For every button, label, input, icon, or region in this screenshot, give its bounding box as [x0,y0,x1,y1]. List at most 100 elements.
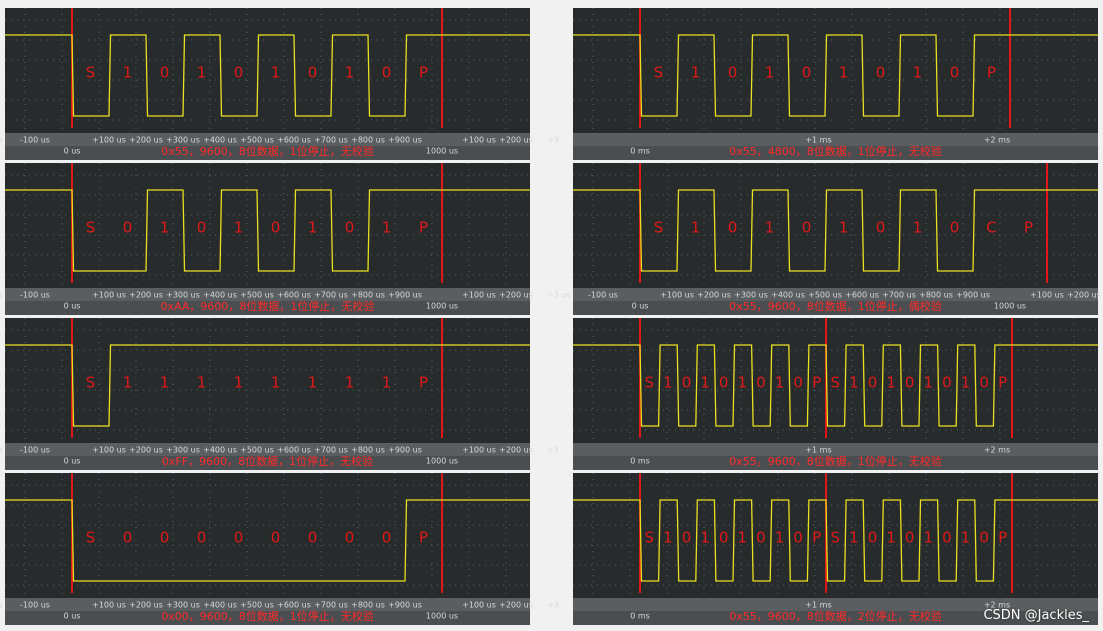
caption-strip [5,146,530,160]
axis-label: +1 ms [805,446,831,455]
axis-label: 1000 us [426,302,458,311]
scope-panel: S 1 0 1 0 1 0 1 0 P +1 ms +2 ms 0 ms 0x55，4800，8位数据，1… [573,8,1098,160]
axis-label: +3 [547,601,559,610]
scope-panel: S10101010Pus-100 us+100 us+200 us+300 us… [0,8,559,160]
axis-label: 1000 us [994,302,1026,311]
bit-label: 1 [775,374,785,392]
axis-label: +500 us [808,291,842,300]
axis-label: +200 us [697,291,731,300]
bit-label: 0 [719,374,729,392]
bit-label: 1 [700,374,710,392]
bit-label: 1 [849,529,859,547]
axis-label: +700 us [314,601,348,610]
waveform [573,344,1098,427]
bit-label: 0 [950,219,960,237]
bit-label: 1 [961,374,971,392]
axis-label: +200 us [1067,291,1101,300]
caption-strip [573,611,1098,625]
bit-label: 1 [308,219,318,237]
bit-label: 0 [123,219,133,237]
bit-label: 0 [905,529,915,547]
screen [5,163,530,288]
bit-label: 1 [345,64,355,82]
bit-label: 1 [160,374,170,392]
axis-label: +200 us [499,291,533,300]
bit-label: 0 [197,529,207,547]
axis-label: 1000 us [426,147,458,156]
bit-label: P [419,529,428,547]
bit-label: 0 [979,374,989,392]
bit-label: S [654,64,664,82]
axis-label: 0 us [632,302,649,311]
axis-label: +700 us [314,446,348,455]
axis-label: +400 us [203,601,237,610]
bit-label: P [998,374,1007,392]
axis-label: +200 us [129,136,163,145]
bit-label: 1 [700,529,710,547]
caption: 0x55，4800，8位数据，1位停止，无校验 [729,144,942,158]
caption-strip [5,611,530,625]
axis-label: +200 us [499,601,533,610]
bit-label: 0 [756,529,766,547]
scope-panel: S 1 0 1 0 1 0 1 0 P S 1 0 1 0 1 0 1 0 P+1 ms +2 ms0 ms 0x55，9… [573,318,1098,470]
bit-label: 1 [839,64,849,82]
axis-label: +500 us [240,446,274,455]
axis-label: +3 [547,291,559,300]
axis-label: +100 us [92,446,126,455]
screen [5,318,530,443]
bit-label: P [419,64,428,82]
watermark: CSDN @Jackles_ [983,608,1089,623]
axis-label: +600 us [277,136,311,145]
waveform [5,499,530,582]
bit-label: 1 [234,374,244,392]
axis-label: +800 us [919,291,953,300]
bit-label: 0 [160,64,170,82]
bit-label: 1 [924,529,934,547]
waveform [5,189,530,272]
axis-label: +400 us [203,136,237,145]
caption-strip [573,456,1098,470]
bit-label: 1 [849,374,859,392]
axis-label: +900 us [388,446,422,455]
caption: 0xAA，9600，8位数据，1位停止，无校验 [161,299,375,313]
axis-label: +800 us [351,601,385,610]
bit-label: 1 [924,374,934,392]
bit-label: 0 [123,529,133,547]
waveform [5,34,530,117]
bit-label: 1 [738,374,748,392]
axis-label: -100 us [20,136,50,145]
bit-label: 0 [345,219,355,237]
bit-label: 1 [197,64,207,82]
bit-label: 0 [756,374,766,392]
axis-label: +400 us [771,291,805,300]
bit-label: 0 [868,374,878,392]
bit-label: 1 [765,64,775,82]
bit-label: 0 [942,529,952,547]
bit-label: 1 [123,64,133,82]
axis-label: us [0,446,3,455]
bit-label: 0 [271,529,281,547]
scope-panel: S 1 0 1 0 1 0 1 0 C Pus -100 us +100 us +200 us +300 u… [561,163,1101,315]
axis-strip [5,133,530,146]
axis-label: +500 us [240,291,274,300]
bit-label: S [645,374,655,392]
bit-label: S [654,219,664,237]
axis-label: +900 us [388,291,422,300]
axis-label: +2 ms [984,136,1010,145]
bit-label: 1 [271,64,281,82]
caption: 0x55，9600，8位数据，1位停止，偶校验 [729,299,942,313]
bit-label: 0 [793,374,803,392]
bit-label: 1 [886,374,896,392]
screen [573,8,1098,133]
bit-label: 1 [663,529,673,547]
axis-label: 0 us [64,302,81,311]
bit-label: 1 [234,219,244,237]
axis-strip [573,598,1098,611]
bit-label: 0 [382,529,392,547]
axis-label: +200 us [129,446,163,455]
axis-label: +600 us [277,601,311,610]
bit-label: 1 [691,219,701,237]
axis-label: +400 us [203,291,237,300]
bit-label: 0 [802,64,812,82]
scope-panel: S01010101Pus-100 us+100 us+200 us+300 us… [0,163,559,315]
